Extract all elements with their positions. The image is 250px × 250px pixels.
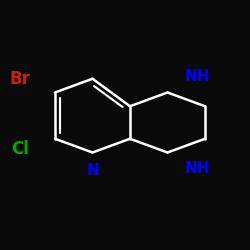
Text: Br: Br (10, 70, 30, 88)
Text: NH: NH (185, 69, 210, 84)
Text: NH: NH (185, 161, 210, 176)
Text: Cl: Cl (11, 140, 29, 158)
Text: N: N (86, 163, 99, 178)
